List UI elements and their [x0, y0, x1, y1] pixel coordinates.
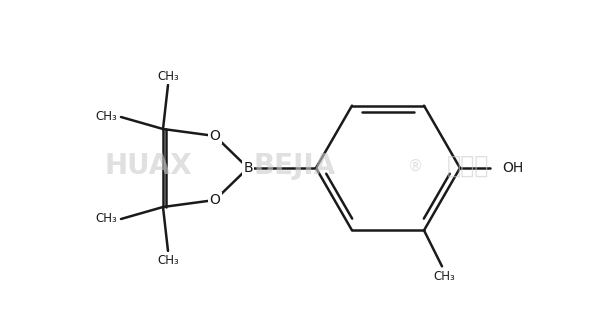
Text: O: O: [209, 193, 220, 207]
Text: CH₃: CH₃: [433, 270, 455, 283]
Text: B: B: [243, 161, 253, 175]
Text: HUAX: HUAX: [104, 152, 192, 180]
Text: CH₃: CH₃: [95, 111, 117, 124]
Text: OH: OH: [502, 161, 523, 175]
Text: CH₃: CH₃: [157, 70, 179, 83]
Text: 化学加: 化学加: [447, 154, 489, 178]
Text: CH₃: CH₃: [95, 212, 117, 225]
Text: ®: ®: [408, 159, 423, 173]
Text: CH₃: CH₃: [157, 253, 179, 266]
Text: O: O: [209, 129, 220, 143]
Text: BEJIA: BEJIA: [254, 152, 336, 180]
